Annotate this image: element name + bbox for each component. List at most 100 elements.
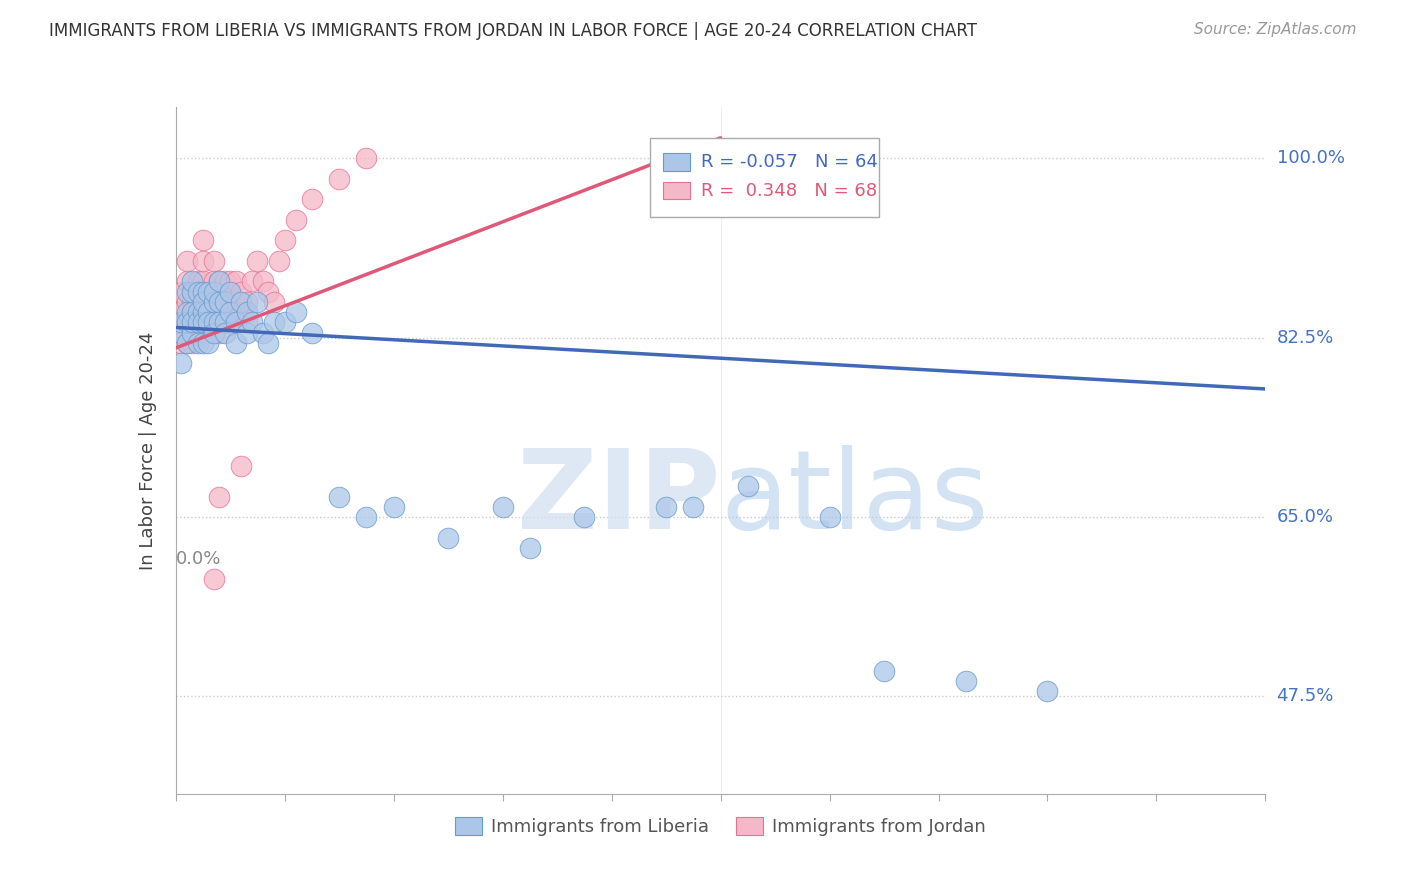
Point — [219, 315, 242, 329]
Point — [197, 315, 219, 329]
Point — [1036, 684, 1059, 698]
Point — [214, 274, 236, 288]
Point — [186, 335, 209, 350]
Point — [235, 315, 257, 329]
Point — [181, 305, 204, 319]
Point — [202, 315, 225, 329]
Point — [225, 274, 247, 288]
Point — [257, 335, 280, 350]
Point — [274, 233, 297, 247]
Point — [301, 192, 323, 206]
Point — [214, 285, 236, 299]
Point — [301, 326, 323, 340]
Point — [176, 335, 198, 350]
Text: R = -0.057   N = 64: R = -0.057 N = 64 — [702, 153, 877, 171]
Point — [202, 294, 225, 309]
Point — [219, 285, 242, 299]
Point — [191, 315, 214, 329]
Point — [202, 285, 225, 299]
Point — [219, 274, 242, 288]
Point — [208, 294, 231, 309]
Point — [492, 500, 515, 514]
Text: 65.0%: 65.0% — [1277, 508, 1333, 526]
Point — [181, 326, 204, 340]
Point — [682, 500, 704, 514]
Point — [519, 541, 541, 555]
Point — [263, 315, 285, 329]
Point — [197, 326, 219, 340]
Point — [219, 305, 242, 319]
Point — [170, 285, 193, 299]
Point — [202, 326, 225, 340]
Point — [197, 315, 219, 329]
Point — [257, 285, 280, 299]
Point — [186, 294, 209, 309]
Point — [240, 315, 263, 329]
Point — [176, 253, 198, 268]
Point — [186, 315, 209, 329]
Point — [214, 315, 236, 329]
Point — [235, 305, 257, 319]
Text: 47.5%: 47.5% — [1277, 688, 1334, 706]
Point — [170, 356, 193, 370]
Point — [574, 510, 596, 524]
Point — [197, 285, 219, 299]
Point — [202, 253, 225, 268]
Point — [176, 315, 198, 329]
Point — [181, 294, 204, 309]
Point — [186, 305, 209, 319]
Point — [231, 285, 253, 299]
Point — [176, 315, 198, 329]
Point — [328, 490, 350, 504]
Point — [208, 490, 231, 504]
Point — [263, 294, 285, 309]
Bar — [662, 182, 690, 200]
Text: 82.5%: 82.5% — [1277, 328, 1334, 347]
Point — [181, 285, 204, 299]
Point — [170, 315, 193, 329]
Point — [181, 315, 204, 329]
FancyBboxPatch shape — [650, 138, 879, 217]
Point — [191, 294, 214, 309]
Point — [176, 335, 198, 350]
Point — [191, 285, 214, 299]
Point — [235, 326, 257, 340]
Text: ZIP: ZIP — [517, 445, 721, 552]
Point — [219, 305, 242, 319]
Point — [284, 305, 307, 319]
Point — [274, 315, 297, 329]
Point — [176, 294, 198, 309]
Point — [382, 500, 405, 514]
Point — [225, 335, 247, 350]
Point — [202, 285, 225, 299]
Point — [170, 305, 193, 319]
Point — [191, 294, 214, 309]
Point — [235, 294, 257, 309]
Point — [202, 305, 225, 319]
Point — [191, 285, 214, 299]
Point — [737, 479, 759, 493]
Point — [252, 274, 274, 288]
Point — [191, 305, 214, 319]
Point — [208, 326, 231, 340]
Point — [240, 274, 263, 288]
Point — [191, 233, 214, 247]
Point — [246, 253, 269, 268]
Point — [356, 151, 378, 165]
Point — [202, 572, 225, 586]
Point — [214, 315, 236, 329]
Legend: Immigrants from Liberia, Immigrants from Jordan: Immigrants from Liberia, Immigrants from… — [449, 809, 993, 843]
Text: 0.0%: 0.0% — [176, 550, 221, 568]
Point — [231, 458, 253, 473]
Point — [246, 294, 269, 309]
Point — [208, 294, 231, 309]
Text: atlas: atlas — [721, 445, 988, 552]
Point — [181, 326, 204, 340]
Point — [186, 285, 209, 299]
Point — [284, 212, 307, 227]
Point — [818, 510, 841, 524]
Point — [356, 510, 378, 524]
Point — [186, 305, 209, 319]
Point — [208, 274, 231, 288]
Point — [197, 335, 219, 350]
